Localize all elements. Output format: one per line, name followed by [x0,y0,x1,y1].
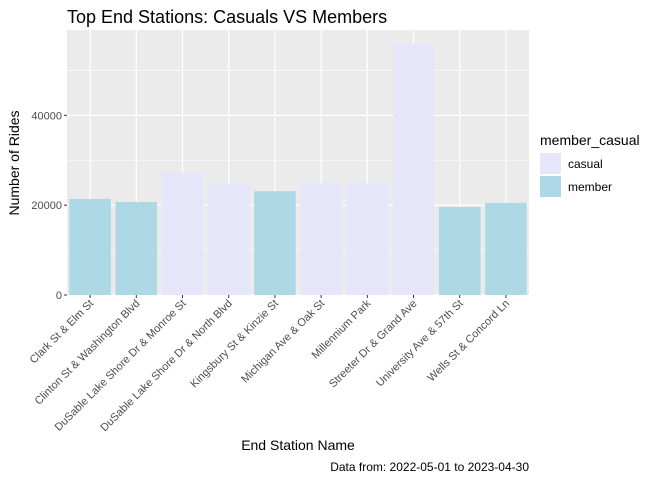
bar-casual [300,183,342,295]
chart-title: Top End Stations: Casuals VS Members [67,7,387,27]
legend-key-member [540,176,561,197]
y-tick-label: 40000 [31,110,62,122]
y-axis-ticks: 0 20000 40000 [31,110,67,302]
legend: casual member [540,153,612,197]
legend-title: member_casual [540,132,640,148]
x-axis-title: End Station Name [241,437,355,453]
bar-casual [161,172,204,295]
bar-casual [207,184,250,295]
y-tick-label: 0 [56,290,62,302]
y-axis-title: Number of Rides [6,110,22,215]
bar-casual [346,183,389,295]
legend-label: casual [568,157,603,171]
bar-member [254,191,296,295]
bar-member [115,202,158,295]
bars [69,43,527,295]
bar-member [438,206,481,295]
legend-label: member [568,180,612,194]
legend-key-casual [540,153,561,174]
bar-casual [392,43,435,295]
bar-member [69,198,111,295]
chart-caption: Data from: 2022-05-01 to 2023-04-30 [330,460,529,474]
y-tick-label: 20000 [31,200,62,212]
bar-member [485,202,527,295]
